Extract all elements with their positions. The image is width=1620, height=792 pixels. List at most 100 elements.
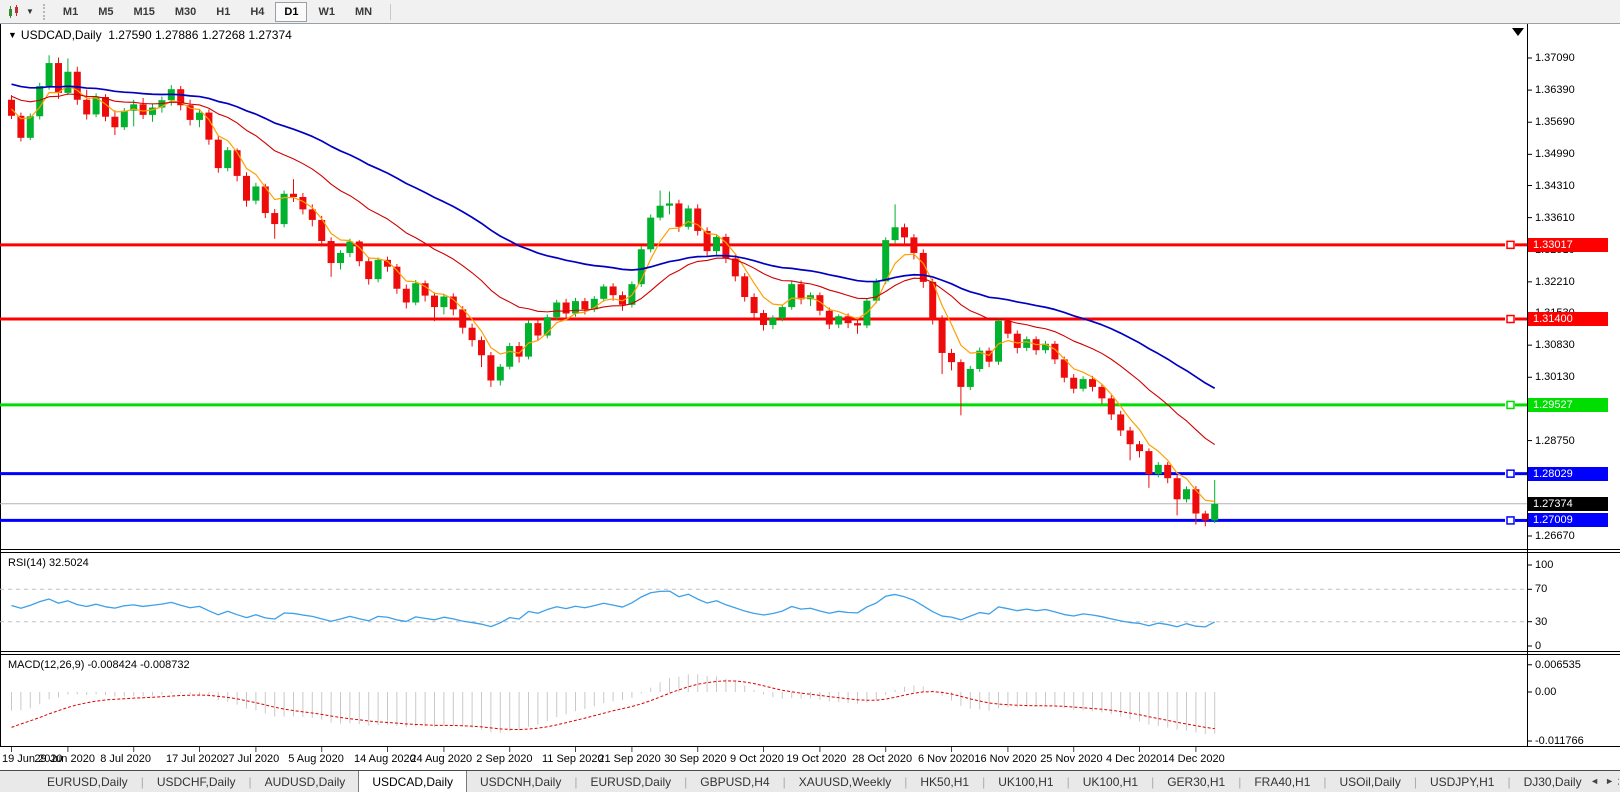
candle — [83, 89, 91, 120]
candle — [778, 305, 786, 322]
candle — [196, 108, 203, 128]
date-axis-label: 4 Dec 2020 — [1106, 753, 1163, 765]
candle — [468, 323, 476, 347]
candle — [797, 280, 805, 305]
timeframe-m30[interactable]: M30 — [174, 5, 197, 18]
candle — [17, 112, 25, 142]
tab-hk50-h1[interactable]: HK50,H1 — [920, 774, 970, 789]
date-axis-label: 16 Nov 2020 — [974, 753, 1037, 765]
tab-separator: | — [1413, 774, 1417, 789]
price-axis-label: 1.34990 — [1535, 148, 1575, 161]
chart-mode-dropdown[interactable]: ▼ — [4, 3, 37, 21]
price-axis-label: 1.26670 — [1535, 529, 1575, 542]
level-end-marker — [1506, 516, 1515, 525]
candle — [346, 238, 354, 258]
candle — [1192, 485, 1200, 525]
tab-xauusd-weekly[interactable]: XAUUSD,Weekly — [798, 774, 892, 789]
candle — [374, 257, 382, 283]
price-axis-label: 1.32210 — [1535, 275, 1575, 288]
candle — [976, 347, 984, 372]
rsi-axis-label: 100 — [1535, 559, 1554, 571]
tab-gbpusd-h4[interactable]: GBPUSD,H4 — [700, 774, 770, 789]
price-axis-label: 1.35690 — [1535, 116, 1575, 129]
price-axis-label: 1.37090 — [1535, 52, 1575, 64]
timeframe-m15[interactable]: M15 — [133, 5, 155, 18]
date-axis-label: 28 Oct 2020 — [852, 753, 913, 765]
candle — [233, 148, 241, 182]
candle — [816, 292, 824, 316]
tab-usdjpy-h1[interactable]: USDJPY,H1 — [1429, 774, 1495, 789]
candle — [149, 103, 156, 122]
shift-marker-icon[interactable] — [1512, 28, 1524, 36]
tab-uk100-h1[interactable]: UK100,H1 — [998, 774, 1054, 789]
level-price-badge: 1.29527 — [1528, 397, 1608, 412]
candle — [64, 58, 72, 96]
tab-scroll-left-icon[interactable]: ◄ — [1590, 776, 1600, 786]
candle — [854, 319, 861, 334]
candle — [1117, 410, 1125, 436]
tab-usdchf-daily[interactable]: USDCHF,Daily — [156, 774, 236, 789]
date-axis-label: 8 Jul 2020 — [100, 753, 151, 765]
timeframe-w1[interactable]: W1 — [318, 5, 335, 18]
rsi-axis-label: 0 — [1535, 640, 1542, 652]
tab-usdcnh-daily[interactable]: USDCNH,Daily — [480, 774, 562, 789]
price-axis-label: 1.30830 — [1535, 339, 1575, 352]
tab-uk100-h1[interactable]: UK100,H1 — [1082, 774, 1139, 789]
level-end-marker — [1506, 400, 1515, 410]
tab-usdcad-daily[interactable]: USDCAD,Daily — [358, 771, 467, 792]
timeframe-m1[interactable]: M1 — [62, 5, 79, 18]
candle — [402, 284, 410, 309]
level-price-badge: 1.28029 — [1528, 466, 1608, 481]
candle — [543, 314, 551, 339]
candle — [1201, 510, 1209, 527]
tab-usoil-daily[interactable]: USOil,Daily — [1339, 774, 1401, 789]
level-end-marker — [1506, 469, 1515, 478]
timeframe-d1[interactable]: D1 — [275, 1, 308, 22]
candle — [421, 280, 429, 302]
tab-fra40-h1[interactable]: FRA40,H1 — [1254, 774, 1311, 789]
tab-separator: | — [1238, 774, 1242, 789]
candle — [205, 109, 213, 145]
level-end-marker — [1506, 240, 1515, 250]
candle — [431, 292, 438, 322]
candle — [384, 256, 391, 272]
tab-scroll-right-icon[interactable]: ► — [1605, 776, 1614, 786]
candle — [139, 97, 147, 120]
tab-eurusd-daily[interactable]: EURUSD,Daily — [47, 774, 128, 789]
candle — [261, 183, 269, 219]
candle — [647, 214, 655, 253]
candle — [938, 315, 946, 375]
tab-ger30-h1[interactable]: GER30,H1 — [1167, 774, 1226, 789]
candle — [1042, 341, 1049, 354]
candle — [1089, 375, 1096, 392]
candle — [609, 283, 617, 301]
candle — [666, 191, 673, 215]
timeframe-h4[interactable]: H4 — [250, 5, 265, 18]
tab-separator: | — [248, 774, 252, 789]
candle — [1126, 426, 1134, 461]
toolbar-drag-handle[interactable] — [42, 3, 45, 20]
tab-separator: | — [1323, 774, 1327, 789]
candle — [1164, 462, 1172, 484]
tab-audusd-daily[interactable]: AUDUSD,Daily — [264, 774, 346, 789]
candle — [318, 215, 326, 247]
candle — [1004, 318, 1012, 339]
tab-eurusd-daily[interactable]: EURUSD,Daily — [590, 774, 672, 789]
timeframe-m5[interactable]: M5 — [98, 5, 114, 18]
candle — [1060, 356, 1068, 383]
ema-slow-line — [11, 83, 1216, 390]
candle — [769, 315, 777, 330]
timeframe-h1[interactable]: H1 — [216, 5, 231, 18]
candle — [496, 363, 504, 386]
date-axis-label: 27 Jul 2020 — [222, 753, 280, 765]
candle — [1145, 448, 1153, 488]
tab-dj30-daily[interactable]: DJ30,Daily — [1523, 774, 1582, 789]
candle — [600, 284, 608, 302]
candle — [525, 319, 532, 360]
timeframe-mn[interactable]: MN — [354, 5, 373, 18]
candle — [675, 199, 683, 232]
level-price-badge: 1.31400 — [1528, 312, 1608, 326]
candle — [553, 299, 561, 320]
price-axis-label: 1.34310 — [1535, 179, 1575, 192]
